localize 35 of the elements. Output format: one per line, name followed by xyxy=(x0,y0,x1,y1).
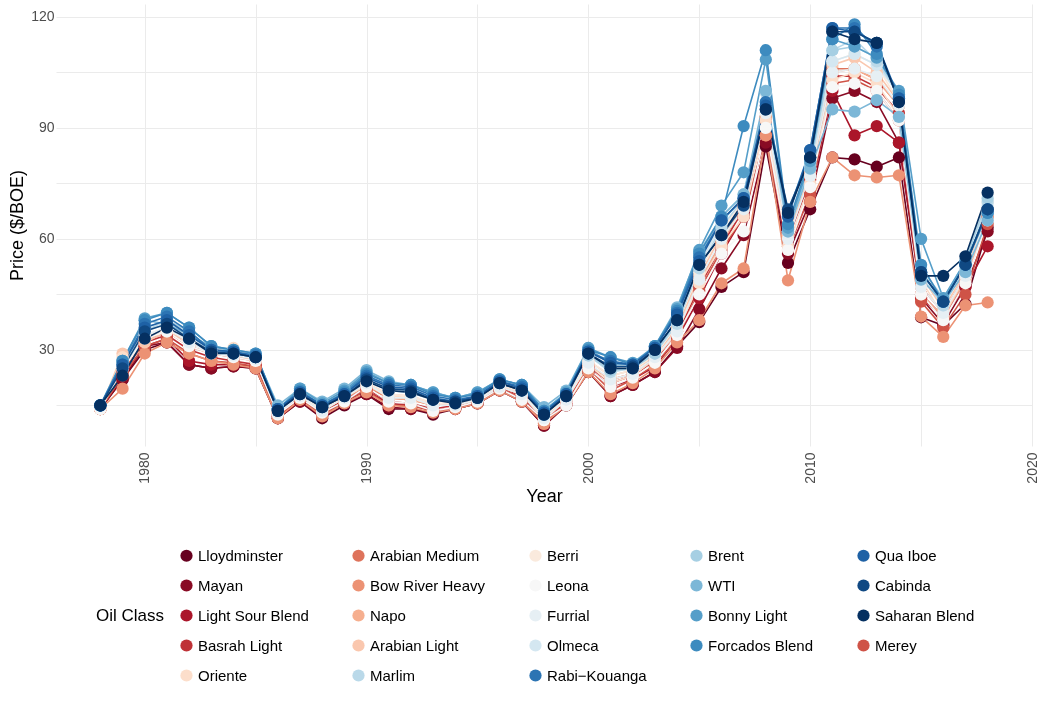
legend-label: Rabi−Kouanga xyxy=(547,666,648,684)
legend-label: Marlim xyxy=(370,666,415,684)
legend-label: Napo xyxy=(370,606,406,624)
legend-label: Furrial xyxy=(547,606,590,624)
legend-label: Merey xyxy=(875,636,918,654)
legend-label: Saharan Blend xyxy=(875,606,975,624)
legend-label: Brent xyxy=(708,546,745,564)
legend-label: Mayan xyxy=(198,576,244,594)
x-tick-label: 1980 xyxy=(136,452,153,484)
x-tick-label: 1990 xyxy=(358,452,375,484)
legend-label: Light Sour Blend xyxy=(198,606,309,624)
legend-label: WTI xyxy=(708,576,736,594)
legend-label: Bonny Light xyxy=(708,606,789,624)
legend-label: Arabian Light xyxy=(370,636,460,654)
y-axis-title: Price ($/BOE) xyxy=(7,169,28,282)
legend-label: Berri xyxy=(547,546,579,564)
x-tick-label: 2010 xyxy=(801,452,818,484)
legend-label: Qua Iboe xyxy=(875,546,937,564)
legend-label: Lloydminster xyxy=(198,546,284,564)
y-tick-label: 120 xyxy=(31,8,55,25)
legend-title: Oil Class xyxy=(96,606,165,625)
legend-label: Olmeca xyxy=(547,636,600,654)
legend-label: Forcados Blend xyxy=(708,636,814,654)
x-tick-label: 2000 xyxy=(579,452,596,484)
legend-label: Oriente xyxy=(198,666,248,684)
y-tick-label: 30 xyxy=(38,341,55,358)
x-tick-label: 2020 xyxy=(1023,452,1040,484)
legend-label: Bow River Heavy xyxy=(370,576,486,594)
y-tick-label: 90 xyxy=(38,119,55,136)
legend-label: Arabian Medium xyxy=(370,546,480,564)
x-axis-title: Year xyxy=(526,485,563,506)
legend-label: Leona xyxy=(547,576,590,594)
legend-label: Cabinda xyxy=(875,576,932,594)
y-tick-label: 60 xyxy=(38,230,55,247)
legend-label: Basrah Light xyxy=(198,636,284,654)
